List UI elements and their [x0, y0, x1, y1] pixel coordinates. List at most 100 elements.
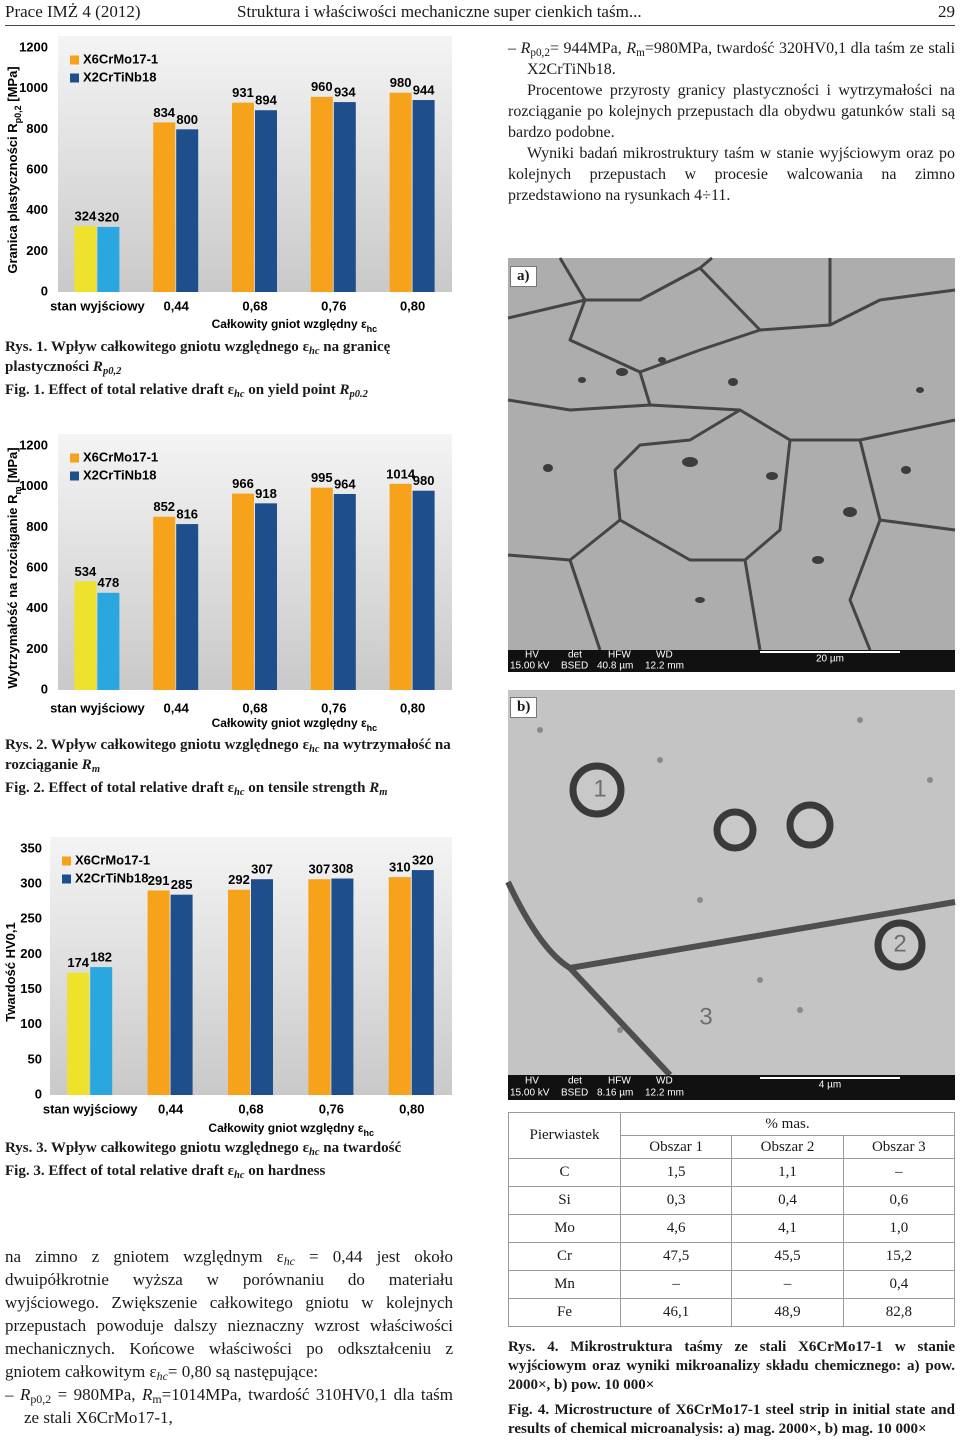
- data-label: 292: [228, 872, 250, 887]
- text-run: R: [626, 40, 637, 57]
- data-label: 894: [255, 93, 277, 108]
- text-run: Fig. 4.: [508, 1402, 550, 1418]
- x-tick-label: 0,80: [400, 700, 425, 715]
- text-run: p0,2: [30, 1392, 52, 1406]
- table-cell: 1,1: [731, 1158, 844, 1187]
- text-run: p0,2: [102, 366, 122, 377]
- y-tick-label: 400: [26, 600, 48, 615]
- text-run: =980MPa, twardość 320HV0,1 dla taśm ze s…: [527, 40, 956, 78]
- text-run: Effect of total relative draft: [44, 1163, 228, 1179]
- y-tick-label: 800: [26, 519, 48, 534]
- text-run: m: [13, 486, 23, 494]
- micrograph-b: [505, 690, 956, 1100]
- caption: Rys. 3. Wpływ całkowitego gniotu względn…: [5, 1138, 453, 1184]
- legend-swatch: [62, 856, 71, 866]
- data-label: 1014: [386, 466, 416, 481]
- table-cell: 0,3: [619, 1186, 733, 1215]
- bar: [255, 503, 277, 690]
- sem-value: BSED: [561, 1088, 588, 1099]
- text-run: Fig. 1.: [5, 382, 45, 398]
- y-tick-label: 150: [20, 981, 42, 996]
- table-cell: –: [731, 1270, 844, 1299]
- bar: [228, 889, 250, 1095]
- text-run: Prace IMŻ 4 (2012): [5, 2, 141, 21]
- text-run: ε: [276, 1247, 284, 1266]
- sem-value: BSED: [561, 661, 588, 672]
- text-run: hc: [367, 324, 378, 334]
- table-row: Mo 4,6 4,1 1,0: [508, 1214, 956, 1243]
- text-run: Struktura i właściwości mechaniczne supe…: [237, 2, 642, 21]
- y-tick-label: 0: [41, 283, 48, 298]
- text-run: Wyniki badań mikrostruktury taśm w stani…: [508, 145, 955, 204]
- y-axis-label: Wytrzymałość na rozciąganie Rm [MPa]: [5, 447, 23, 688]
- left-text: na zimno z gniotem względnym εhc = 0,44 …: [5, 1245, 453, 1429]
- text-run: Całkowity gniot względny: [212, 317, 361, 331]
- table-row: C 1,5 1,1–: [508, 1158, 956, 1187]
- text-run: hc: [308, 1147, 320, 1158]
- y-tick-label: 200: [20, 946, 42, 961]
- table-cell: –: [842, 1158, 956, 1187]
- legend-label: X6CrMo17-1: [83, 51, 158, 66]
- data-label: 931: [232, 85, 254, 100]
- y-tick-label: 350: [20, 840, 42, 855]
- table-cell: 0,4: [731, 1186, 844, 1215]
- data-label: 816: [176, 507, 198, 522]
- table-cell: Mn: [508, 1270, 621, 1299]
- data-label: 534: [75, 564, 97, 579]
- table-cell: Si: [508, 1186, 621, 1215]
- data-label: 307: [251, 862, 273, 877]
- text-run: ε: [361, 317, 367, 331]
- bar: [67, 972, 90, 1095]
- text-run: = 0,80 są następujące:: [167, 1362, 319, 1381]
- y-tick-label: 1000: [19, 478, 48, 493]
- bar: [74, 581, 97, 690]
- bar: [232, 493, 254, 690]
- data-label: 291: [148, 873, 170, 888]
- y-tick-label: 1200: [19, 437, 48, 452]
- text-run: Granica plastyczności R: [5, 123, 20, 274]
- text-run: R: [520, 40, 531, 57]
- text-run: hc: [308, 346, 320, 357]
- bar: [331, 878, 354, 1095]
- text-run: hc: [283, 1254, 295, 1268]
- text-run: [MPa]: [5, 66, 20, 105]
- data-label: 308: [332, 861, 354, 876]
- x-tick-label: 0,76: [321, 298, 346, 313]
- data-label: 980: [413, 473, 435, 488]
- sem-label: HFW: [608, 1076, 631, 1087]
- running-header: Prace IMŻ 4 (2012) Struktura i właściwoś…: [5, 0, 955, 26]
- y-tick-label: 600: [26, 559, 48, 574]
- x-axis-label: Całkowity gniot względny εhc: [212, 716, 378, 733]
- text-run: Rys. 3.: [5, 1140, 48, 1156]
- data-label: 320: [98, 209, 120, 224]
- y-tick-label: 250: [20, 911, 42, 926]
- legend-swatch: [70, 73, 79, 83]
- data-label: 324: [75, 209, 97, 224]
- text-run: hc: [363, 1128, 374, 1138]
- bar: [97, 226, 120, 292]
- x-tick-label: stan wyjściowy: [50, 700, 145, 715]
- x-tick-label: 0,68: [242, 700, 267, 715]
- text-run: hc: [234, 389, 245, 400]
- bar: [97, 592, 120, 690]
- sem-value: 8.16 µm: [597, 1088, 633, 1099]
- legend-label: X6CrMo17-1: [75, 852, 150, 867]
- table-row: Mn – –0,4: [508, 1270, 956, 1299]
- data-label: 320: [412, 853, 434, 868]
- text-run: on hardness: [244, 1163, 326, 1179]
- y-tick-label: 100: [20, 1016, 42, 1031]
- data-label: 964: [334, 476, 356, 491]
- caption: Rys. 2. Wpływ całkowitego gniotu względn…: [5, 735, 453, 801]
- y-tick-label: 800: [26, 121, 48, 136]
- table-cell: 46,1: [619, 1298, 733, 1327]
- text-run: = 944MPa,: [549, 40, 627, 57]
- data-label: 966: [232, 476, 254, 491]
- table-cell: –: [619, 1270, 733, 1299]
- data-label: 310: [389, 860, 411, 875]
- text-run: Microstructure of X6CrMo17-1 steel strip…: [508, 1402, 955, 1437]
- bar: [251, 879, 273, 1095]
- figure-tag: a): [510, 266, 537, 287]
- text-run: R: [339, 382, 350, 398]
- text-run: R: [81, 757, 92, 773]
- data-label: 852: [153, 499, 175, 514]
